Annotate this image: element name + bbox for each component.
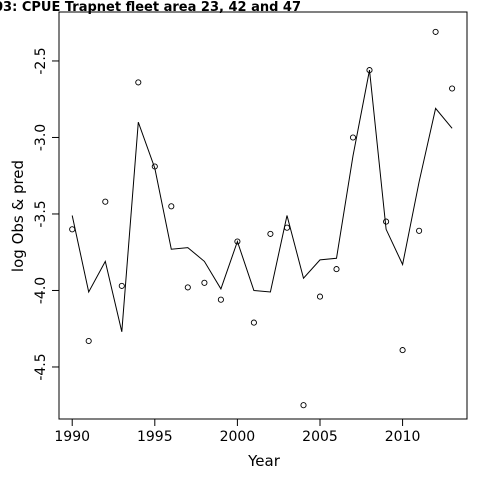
observed-point <box>316 293 324 300</box>
observed-point <box>366 67 373 74</box>
observed-point <box>201 279 208 286</box>
y-tick-label: -4.5 <box>33 353 49 380</box>
observed-point <box>234 238 241 245</box>
x-axis: 1990 1995 2000 2005 2010 <box>54 419 420 445</box>
observed-point <box>333 266 340 273</box>
observed-point <box>432 28 439 35</box>
x-tick-label: 2000 <box>220 429 256 445</box>
observed-point <box>267 230 274 237</box>
observed-point <box>349 134 357 141</box>
y-tick-label: -2.5 <box>33 47 49 74</box>
observed-point <box>283 224 291 231</box>
observed-points <box>69 28 456 409</box>
y-tick-label: -3.5 <box>33 200 49 227</box>
plot-frame <box>58 11 468 420</box>
predicted-line <box>71 70 453 332</box>
y-tick-label: -4.0 <box>33 277 49 304</box>
y-tick-label: -3.0 <box>33 124 49 151</box>
observed-point <box>217 296 224 303</box>
observed-point <box>69 226 76 233</box>
x-tick-label: 1995 <box>137 429 173 445</box>
observed-point <box>184 284 191 291</box>
y-axis-title: log Obs & pred <box>9 160 27 272</box>
observed-point <box>168 203 175 210</box>
observed-point <box>85 337 92 345</box>
observed-point <box>151 163 158 170</box>
observed-point <box>250 319 257 326</box>
observed-point <box>383 218 390 225</box>
x-tick-label: 2010 <box>385 429 421 445</box>
chart-title: 03: CPUE Trapnet fleet area 23, 42 and 4… <box>0 0 301 15</box>
observed-point <box>102 198 109 205</box>
x-axis-title: Year <box>247 452 281 470</box>
observed-point <box>449 85 456 92</box>
observed-point <box>118 282 125 289</box>
y-axis: -2.5 -3.0 -3.5 -4.0 -4.5 <box>33 47 59 381</box>
observed-point <box>300 402 307 409</box>
x-tick-label: 2005 <box>302 429 338 445</box>
observed-point <box>135 79 142 86</box>
observed-point <box>416 227 423 234</box>
x-tick-label: 1990 <box>54 429 90 445</box>
observed-point <box>399 347 406 354</box>
